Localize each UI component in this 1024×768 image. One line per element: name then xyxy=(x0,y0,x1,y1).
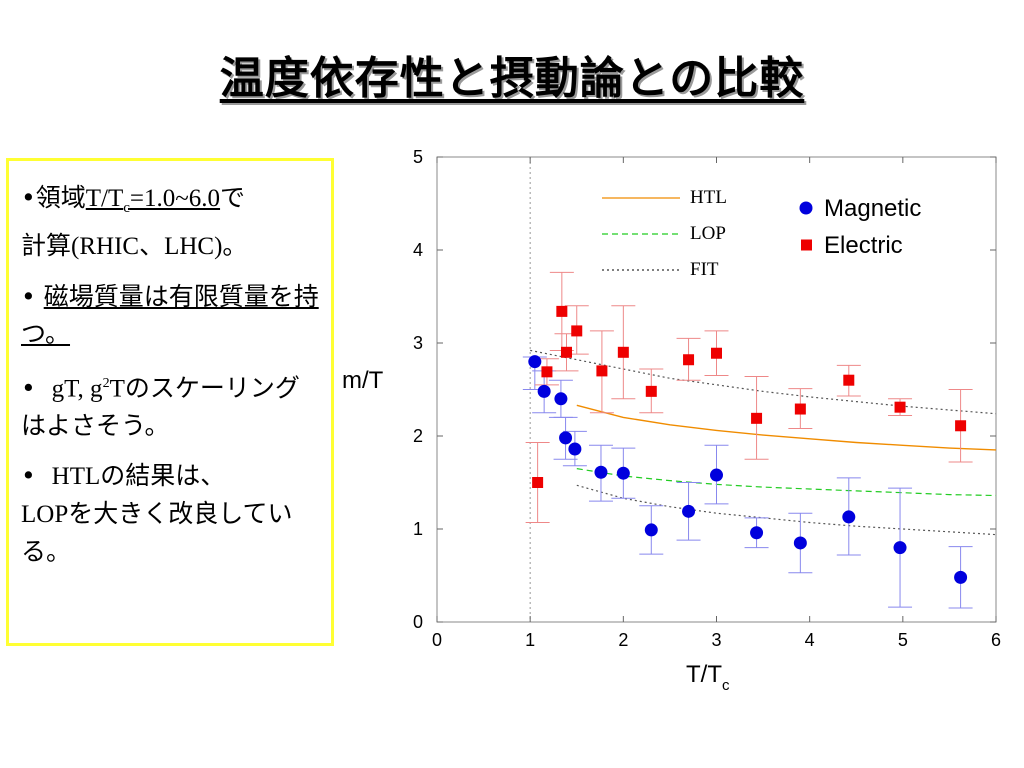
x-tick-label: 5 xyxy=(898,630,908,650)
electric-point xyxy=(794,403,806,415)
magnetic-point xyxy=(793,536,807,550)
magnetic-point xyxy=(750,526,764,540)
electric-point xyxy=(532,477,544,488)
bullet-htl: • HTLの結果は、 LOPを大きく改良している。 xyxy=(21,461,293,567)
x-tick-label: 6 xyxy=(991,630,1001,650)
x-tick-label: 2 xyxy=(618,630,628,650)
magnetic-point xyxy=(644,523,658,537)
x-axis-label: T/Tc xyxy=(686,661,730,694)
electric-point xyxy=(561,346,573,358)
y-axis-label: m/T xyxy=(342,367,384,394)
magnetic-point xyxy=(893,541,907,555)
electric-point xyxy=(645,385,657,397)
legend-marker-electric xyxy=(801,239,812,251)
y-tick-label: 4 xyxy=(413,240,423,260)
bullet-scaling: • gT, g2Tのスケーリングはよさそう。 xyxy=(21,373,300,441)
magnetic-point xyxy=(682,504,696,518)
legend-marker-magnetic xyxy=(799,201,813,215)
y-tick-label: 3 xyxy=(413,333,423,353)
electric-point xyxy=(843,374,855,386)
bullet-range: •領域T/Tc=1.0~6.0で 計算(RHIC、LHC)。 xyxy=(21,183,248,260)
x-tick-label: 4 xyxy=(805,630,815,650)
legend-label-htl: HTL xyxy=(690,187,727,208)
magnetic-point xyxy=(616,466,630,480)
magnetic-point xyxy=(568,442,582,456)
legend-label-magnetic: Magnetic xyxy=(824,195,921,222)
y-tick-label: 1 xyxy=(413,519,423,539)
electric-point xyxy=(541,366,553,378)
legend-label-fit: FIT xyxy=(690,259,719,280)
curve-fit-m xyxy=(576,484,997,536)
electric-point xyxy=(955,420,967,432)
slide-title: 温度依存性と摂動論との比較 xyxy=(219,53,805,104)
electric-point xyxy=(571,325,583,337)
x-tick-label: 3 xyxy=(711,630,721,650)
legend-label-electric: Electric xyxy=(824,232,903,259)
x-tick-label: 1 xyxy=(525,630,535,650)
magnetic-point xyxy=(842,510,856,524)
magnetic-point xyxy=(559,431,573,445)
electric-point xyxy=(894,401,906,413)
bullet-magnetic-mass: • 磁場質量は有限質量を持つ。 xyxy=(21,282,319,348)
electric-point xyxy=(683,354,695,366)
electric-point xyxy=(751,412,763,424)
magnetic-point xyxy=(710,468,723,482)
electric-point xyxy=(556,305,568,317)
magnetic-point xyxy=(528,355,542,369)
curve-fit-e xyxy=(530,349,997,415)
magnetic-point xyxy=(594,465,608,479)
bullet-box: •領域T/Tc=1.0~6.0で 計算(RHIC、LHC)。 • 磁場質量は有限質… xyxy=(6,158,334,646)
y-tick-label: 0 xyxy=(413,612,423,632)
curve-lop xyxy=(576,468,997,497)
x-tick-label: 0 xyxy=(432,630,442,650)
legend-label-lop: LOP xyxy=(690,223,726,244)
electric-point xyxy=(711,347,722,359)
y-tick-label: 2 xyxy=(413,426,423,446)
magnetic-point xyxy=(954,570,968,584)
curve-htl xyxy=(576,404,997,451)
electric-point xyxy=(617,346,629,358)
magnetic-point xyxy=(537,384,551,398)
y-tick-label: 5 xyxy=(413,147,423,167)
magnetic-point xyxy=(554,392,568,406)
electric-point xyxy=(596,365,608,377)
